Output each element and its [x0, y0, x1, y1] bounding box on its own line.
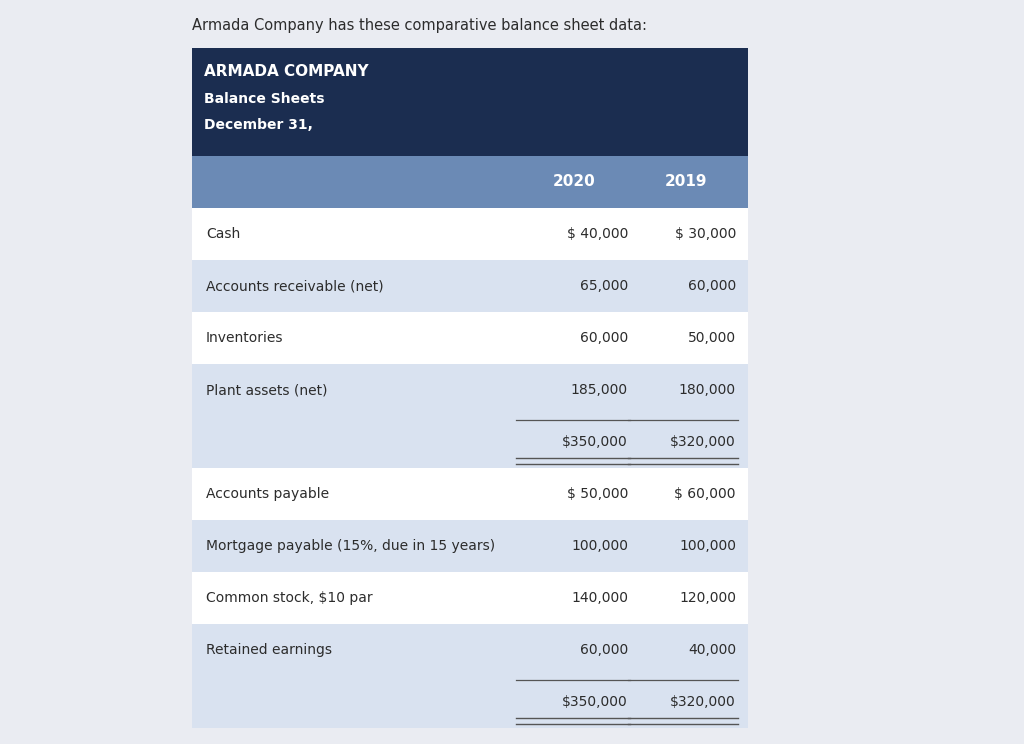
Text: 100,000: 100,000	[679, 539, 736, 553]
Text: Inventories: Inventories	[206, 331, 284, 345]
Text: Retained earnings: Retained earnings	[206, 643, 332, 657]
Text: Plant assets (net): Plant assets (net)	[206, 383, 328, 397]
Text: Mortgage payable (15%, due in 15 years): Mortgage payable (15%, due in 15 years)	[206, 539, 496, 553]
Bar	[193, 260, 748, 312]
Bar	[193, 364, 748, 416]
Bar	[193, 208, 748, 260]
Bar	[193, 676, 748, 728]
Text: Armada Company has these comparative balance sheet data:: Armada Company has these comparative bal…	[193, 18, 647, 33]
Text: 120,000: 120,000	[679, 591, 736, 605]
Text: 65,000: 65,000	[580, 279, 628, 293]
Text: Accounts payable: Accounts payable	[206, 487, 329, 501]
Bar	[193, 156, 748, 208]
Text: Common stock, $10 par: Common stock, $10 par	[206, 591, 373, 605]
Text: Balance Sheets: Balance Sheets	[204, 92, 325, 106]
Text: ARMADA COMPANY: ARMADA COMPANY	[204, 64, 369, 79]
Bar	[193, 468, 748, 520]
Text: 60,000: 60,000	[580, 331, 628, 345]
Bar	[193, 572, 748, 624]
Text: 140,000: 140,000	[571, 591, 628, 605]
Text: 40,000: 40,000	[688, 643, 736, 657]
Bar	[193, 520, 748, 572]
Text: $ 60,000: $ 60,000	[675, 487, 736, 501]
Text: 60,000: 60,000	[688, 279, 736, 293]
Text: 60,000: 60,000	[580, 643, 628, 657]
Text: 180,000: 180,000	[679, 383, 736, 397]
Text: Cash: Cash	[206, 227, 241, 241]
Text: 185,000: 185,000	[570, 383, 628, 397]
Text: $350,000: $350,000	[562, 435, 628, 449]
Text: 100,000: 100,000	[571, 539, 628, 553]
Bar	[193, 624, 748, 676]
Bar	[193, 312, 748, 364]
Bar	[193, 48, 748, 156]
Text: $320,000: $320,000	[671, 695, 736, 709]
Text: $ 30,000: $ 30,000	[675, 227, 736, 241]
Text: December 31,: December 31,	[204, 118, 313, 132]
Text: $ 40,000: $ 40,000	[566, 227, 628, 241]
Bar	[193, 416, 748, 468]
Text: Accounts receivable (net): Accounts receivable (net)	[206, 279, 384, 293]
Text: $320,000: $320,000	[671, 435, 736, 449]
Text: 2019: 2019	[665, 175, 708, 190]
Text: 2020: 2020	[553, 175, 595, 190]
Text: 50,000: 50,000	[688, 331, 736, 345]
Text: $ 50,000: $ 50,000	[566, 487, 628, 501]
Text: $350,000: $350,000	[562, 695, 628, 709]
